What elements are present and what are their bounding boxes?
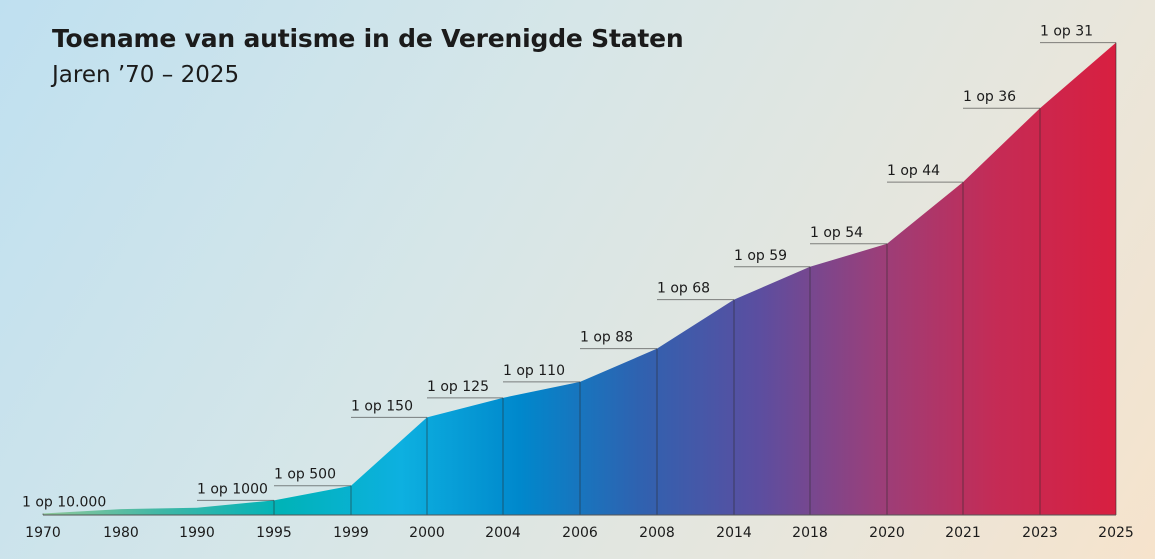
data-label: 1 op 125	[427, 379, 489, 395]
x-tick-label: 2025	[1098, 525, 1134, 541]
x-tick-label: 2008	[639, 525, 675, 541]
data-label: 1 op 44	[887, 163, 940, 179]
data-label: 1 op 68	[657, 281, 710, 297]
data-label: 1 op 54	[810, 225, 863, 241]
data-label: 1 op 31	[1040, 24, 1093, 40]
x-tick-label: 2006	[562, 525, 598, 541]
x-tick-label: 1999	[333, 525, 369, 541]
data-label: 1 op 1000	[197, 481, 268, 497]
x-tick-label: 2021	[945, 525, 981, 541]
area-fill	[43, 42, 1116, 516]
x-tick-label: 1995	[256, 525, 292, 541]
data-label: 1 op 110	[503, 363, 565, 379]
data-label: 1 op 10.000	[22, 495, 106, 511]
data-label: 1 op 88	[580, 330, 633, 346]
x-tick-label: 1970	[25, 525, 61, 541]
data-label: 1 op 36	[963, 89, 1016, 105]
x-tick-label: 1990	[179, 525, 215, 541]
x-tick-label: 2020	[869, 525, 905, 541]
x-tick-label: 1980	[103, 525, 139, 541]
x-tick-label: 2023	[1022, 525, 1058, 541]
data-label: 1 op 59	[734, 248, 787, 264]
x-tick-label: 2014	[716, 525, 752, 541]
x-tick-label: 2000	[409, 525, 445, 541]
x-tick-label: 2018	[792, 525, 828, 541]
chart-subtitle: Jaren ’70 – 2025	[52, 62, 240, 88]
data-label: 1 op 150	[351, 398, 413, 414]
x-tick-label: 2004	[485, 525, 521, 541]
data-label: 1 op 500	[274, 467, 336, 483]
chart-title: Toename van autisme in de Verenigde Stat…	[52, 24, 684, 53]
